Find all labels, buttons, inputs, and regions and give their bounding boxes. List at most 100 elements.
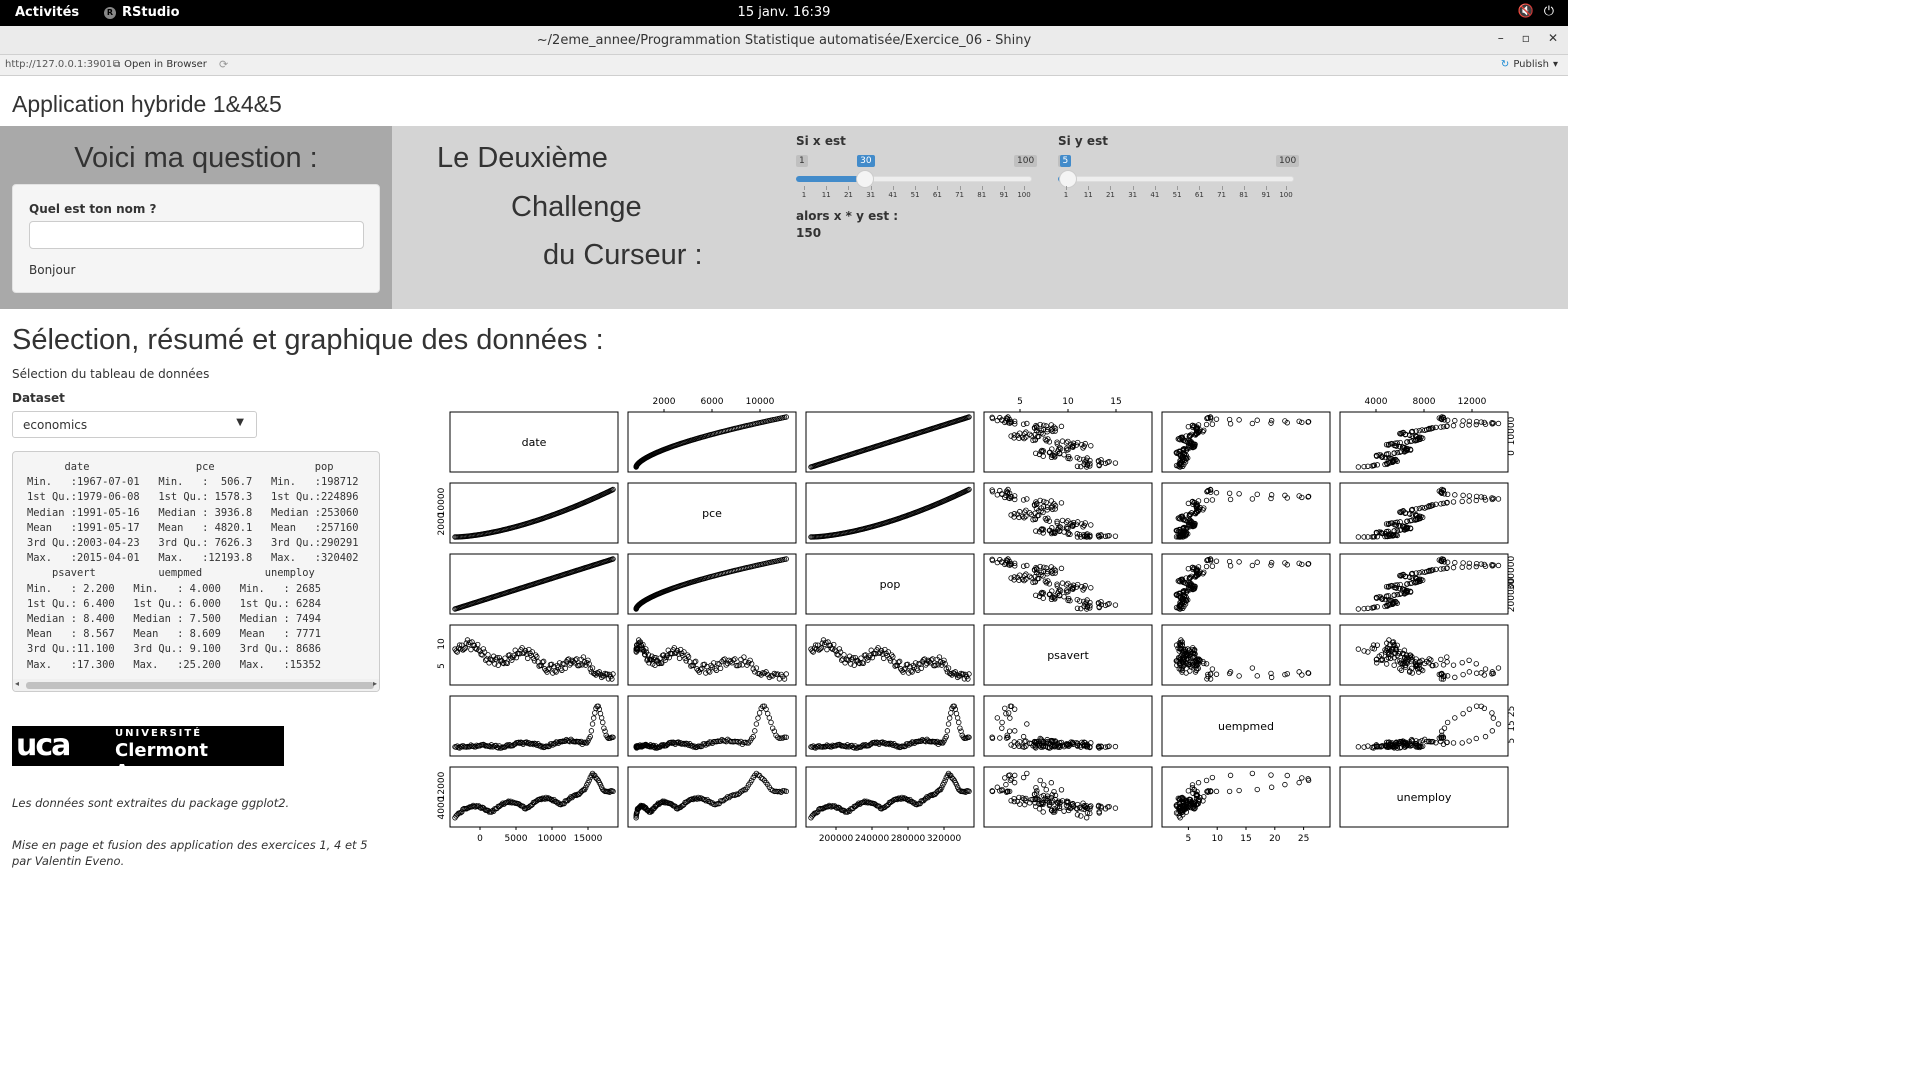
data-point bbox=[1385, 598, 1392, 604]
refresh-icon[interactable]: ⟳ bbox=[219, 58, 229, 71]
scroll-left-icon[interactable]: ◂ bbox=[15, 679, 20, 688]
data-point bbox=[1355, 606, 1362, 612]
data-point bbox=[1473, 670, 1480, 676]
data-point bbox=[1017, 801, 1023, 807]
data-point bbox=[1186, 518, 1193, 524]
data-point bbox=[1305, 560, 1312, 567]
data-point bbox=[1383, 441, 1390, 448]
data-point bbox=[918, 665, 924, 672]
data-point bbox=[1249, 770, 1256, 777]
data-point bbox=[1473, 497, 1479, 504]
dataset-select[interactable]: economics ▼ bbox=[12, 411, 257, 438]
data-point bbox=[1370, 642, 1377, 648]
axis-tick-label: 8000 bbox=[1413, 397, 1436, 407]
axis-tick-label: 6000 bbox=[701, 397, 724, 407]
data-point bbox=[568, 794, 574, 800]
data-point bbox=[1355, 646, 1362, 652]
publish-button[interactable]: ↻ Publish ▾ bbox=[1501, 59, 1558, 70]
data-point bbox=[1049, 568, 1056, 574]
data-point bbox=[1059, 580, 1066, 586]
activities-button[interactable]: Activités bbox=[15, 5, 80, 20]
data-point bbox=[1033, 740, 1039, 746]
data-point bbox=[1201, 794, 1207, 800]
close-icon[interactable]: ✕ bbox=[1547, 31, 1558, 45]
data-point bbox=[1056, 586, 1063, 593]
data-point bbox=[1450, 564, 1457, 571]
scroll-right-icon[interactable]: ▸ bbox=[372, 679, 377, 688]
data-point bbox=[1466, 706, 1473, 712]
data-point bbox=[1189, 422, 1196, 428]
data-point bbox=[1039, 526, 1045, 532]
data-point bbox=[1436, 557, 1443, 563]
data-point bbox=[1037, 777, 1043, 784]
data-point bbox=[694, 796, 700, 802]
data-point bbox=[589, 721, 596, 727]
data-point bbox=[1003, 781, 1009, 788]
data-point bbox=[1058, 565, 1065, 572]
name-input[interactable] bbox=[29, 221, 364, 249]
logo-university-text: UNIVERSITÉ bbox=[115, 728, 203, 739]
maximize-icon[interactable]: ▫ bbox=[1521, 31, 1530, 45]
app-menu[interactable]: R RStudio bbox=[104, 5, 180, 20]
minimize-icon[interactable]: – bbox=[1497, 31, 1504, 45]
data-point bbox=[1046, 439, 1053, 445]
slider-y-handle[interactable] bbox=[1058, 170, 1077, 188]
horizontal-scrollbar[interactable]: ◂ ▸ bbox=[13, 679, 379, 691]
slider-x-handle[interactable] bbox=[856, 170, 875, 188]
axis-tick-label: 10 bbox=[437, 638, 447, 650]
data-point bbox=[695, 794, 701, 801]
panel-frame bbox=[805, 553, 975, 615]
data-point bbox=[775, 671, 781, 677]
challenge-line-3: du Curseur : bbox=[543, 239, 703, 271]
data-point bbox=[1044, 504, 1051, 510]
scrollbar-thumb[interactable] bbox=[26, 682, 374, 689]
data-point bbox=[1268, 495, 1274, 502]
data-point bbox=[1065, 741, 1071, 747]
system-tray[interactable]: 🔇 ⏻ bbox=[1518, 4, 1554, 19]
data-point bbox=[525, 655, 531, 662]
data-point bbox=[1045, 515, 1051, 521]
open-in-browser-button[interactable]: ⧉ Open in Browser bbox=[113, 59, 207, 70]
data-point bbox=[681, 649, 687, 655]
data-point bbox=[1017, 739, 1023, 745]
data-point bbox=[1044, 793, 1051, 799]
data-point bbox=[1056, 444, 1063, 451]
axis-tick-label: 300000 bbox=[1507, 556, 1517, 591]
data-point bbox=[583, 662, 589, 668]
data-point bbox=[1452, 417, 1458, 424]
data-point bbox=[1011, 511, 1018, 517]
data-point bbox=[837, 649, 844, 655]
data-point bbox=[1384, 602, 1390, 609]
data-point bbox=[1049, 792, 1056, 798]
panel-frame bbox=[1161, 766, 1331, 828]
data-point bbox=[1466, 560, 1473, 567]
data-point bbox=[1179, 434, 1185, 440]
data-point bbox=[854, 801, 861, 808]
data-point bbox=[1048, 422, 1055, 428]
data-point bbox=[1371, 462, 1378, 468]
data-point bbox=[694, 744, 700, 750]
slider-x[interactable]: Si x est 1 100 30 1 11 21 31 41 51 61 71 81 91 100 bbox=[796, 134, 1038, 199]
data-point bbox=[1436, 415, 1443, 421]
data-point bbox=[1034, 788, 1040, 794]
data-point bbox=[1394, 591, 1401, 598]
clock: 15 janv. 16:39 bbox=[737, 5, 831, 20]
volume-muted-icon[interactable]: 🔇 bbox=[1517, 4, 1534, 19]
data-point bbox=[1296, 418, 1302, 425]
data-point bbox=[1481, 494, 1488, 501]
data-point bbox=[1433, 662, 1439, 668]
data-point bbox=[1254, 786, 1260, 793]
data-point bbox=[1390, 639, 1397, 645]
data-point bbox=[1179, 576, 1185, 582]
variable-label: psavert bbox=[1047, 649, 1089, 662]
data-point bbox=[1039, 589, 1045, 596]
data-point bbox=[1466, 738, 1472, 744]
data-point bbox=[1033, 528, 1039, 534]
power-icon[interactable]: ⏻ bbox=[1543, 4, 1554, 19]
slider-y-track[interactable] bbox=[1058, 176, 1294, 182]
data-point bbox=[1003, 488, 1010, 494]
dataset-label: Dataset bbox=[12, 391, 65, 405]
data-point bbox=[492, 661, 498, 667]
data-point bbox=[1481, 561, 1488, 568]
